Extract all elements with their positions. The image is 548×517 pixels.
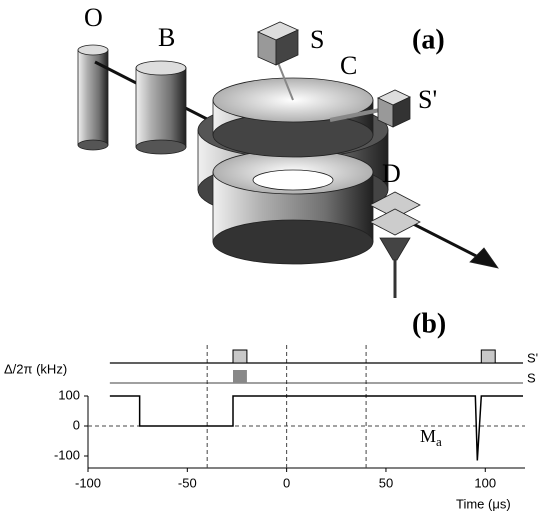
x-tick-label: -50 — [178, 475, 197, 490]
x-tick-label: 0 — [283, 475, 290, 490]
x-tick-label: 50 — [379, 475, 393, 490]
label-main: M — [420, 426, 436, 446]
pulse-label: S — [527, 370, 536, 385]
pulse — [480, 349, 496, 364]
y-tick-label: 100 — [58, 387, 80, 402]
label-d: D — [382, 159, 401, 188]
pulse-label: S' — [527, 350, 538, 365]
pulse — [233, 370, 247, 383]
y-tick-label: -100 — [54, 447, 80, 462]
x-tick-label: -100 — [75, 475, 101, 490]
label-s: S — [310, 25, 324, 54]
label-c: C — [340, 51, 357, 80]
line — [109, 395, 524, 461]
pulse — [232, 349, 248, 364]
panel-label: (b) — [412, 308, 446, 339]
x-tick-label: 100 — [474, 475, 496, 490]
label-o: O — [84, 3, 103, 32]
panel-label: (a) — [412, 24, 445, 55]
label-b: B — [158, 23, 175, 52]
label-subscript: a — [436, 434, 442, 449]
series-label: Ma — [420, 426, 442, 449]
apparatus — [77, 21, 499, 298]
x-axis-label: Time (μs) — [456, 496, 511, 511]
label-s-prime: S' — [418, 85, 437, 114]
y-axis-label: Δ/2π (kHz) — [4, 361, 67, 376]
y-tick-label: 0 — [73, 417, 80, 432]
